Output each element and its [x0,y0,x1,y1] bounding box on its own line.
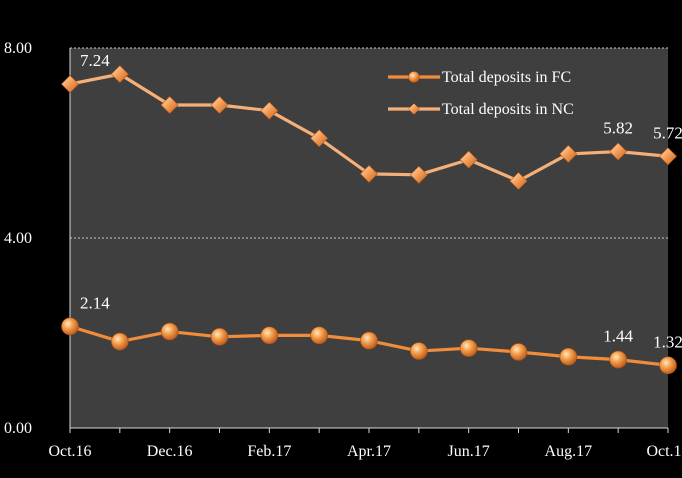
nc-point [409,165,428,184]
legend-label-1: Total deposits in FC [442,69,571,86]
x-tick-label: Feb.17 [247,443,291,460]
data-label: 1.44 [603,327,633,346]
data-label: 5.72 [653,123,682,142]
legend-marker-circle [408,71,420,83]
nc-point [260,101,279,120]
data-labels: 2.14 1.44 1.32 7.24 5.82 5.72 [80,51,682,351]
legend-label-2: Total deposits in NC [442,101,574,118]
data-label: 5.82 [603,119,633,138]
fc-point [509,343,528,361]
y-tick-label: 4.00 [4,230,32,247]
fc-point [210,327,229,346]
nc-point [659,147,677,166]
nc-point [110,65,129,84]
fc-point [559,347,578,366]
data-label: 7.24 [80,51,110,70]
x-tick-label: Oct.17 [646,443,682,460]
legend: Total deposits in FC Total deposits in NC [388,69,574,118]
x-tick-label: Apr.17 [347,443,391,460]
fc-point [160,322,179,341]
fc-point [609,350,627,369]
nc-point [160,96,179,114]
x-tick-label: Dec.16 [147,443,193,460]
fc-point [459,339,478,358]
nc-point [559,145,578,163]
nc-point [61,75,79,94]
nc-point [509,172,528,190]
nc-point [459,150,478,169]
nc-point [609,142,628,161]
fc-point [111,332,129,351]
nc-point [360,164,378,183]
data-label: 1.32 [653,332,682,351]
fc-point [61,317,79,336]
nc-point [210,96,229,114]
x-tick-label: Oct.16 [48,443,91,460]
x-tick-label: Jun.17 [448,443,490,460]
y-tick-label: 8.00 [4,40,32,57]
nc-point [310,129,329,148]
x-tick-label: Aug.17 [545,443,593,460]
data-label: 2.14 [80,293,110,312]
fc-point [310,326,328,345]
fc-point [659,356,677,375]
y-tick-label: 0.00 [4,420,32,437]
legend-marker-diamond [408,103,420,115]
axes: 0.00 4.00 8.00 Oct.16 Dec.16 Feb.17 Apr.17 Jun.… [4,40,682,460]
fc-point [410,342,428,360]
fc-point [260,326,279,345]
series-layer [61,65,677,375]
fc-point [360,331,378,350]
